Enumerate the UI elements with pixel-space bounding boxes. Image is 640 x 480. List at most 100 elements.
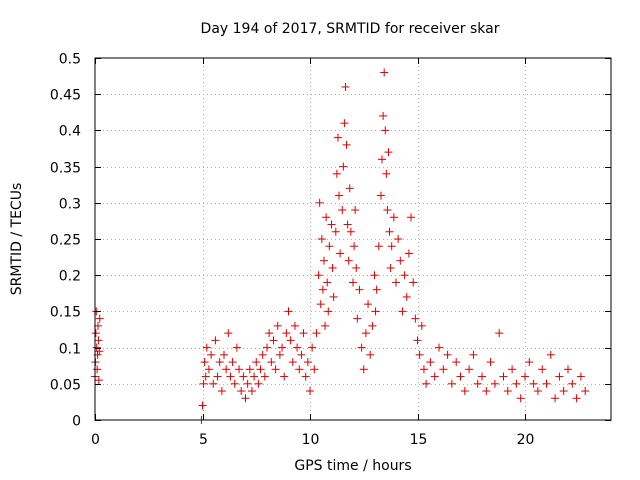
data-point — [278, 343, 287, 352]
y-tick-label: 0.25 — [50, 233, 81, 249]
data-point — [317, 235, 326, 243]
data-point — [301, 372, 310, 381]
data-point — [280, 372, 289, 381]
data-point — [529, 379, 538, 388]
data-point — [323, 278, 332, 287]
data-point — [271, 365, 280, 374]
chart-title: Day 194 of 2017, SRMTID for receiver ska… — [201, 21, 500, 37]
y-tick-label: 0.45 — [50, 88, 81, 104]
data-point — [398, 307, 407, 316]
data-point — [384, 148, 393, 157]
data-point — [394, 235, 403, 243]
data-point — [325, 242, 334, 251]
data-point — [346, 227, 355, 236]
data-point — [318, 285, 327, 294]
data-point — [546, 350, 555, 359]
data-point — [435, 343, 443, 352]
data-point — [422, 379, 431, 388]
data-point — [282, 329, 291, 338]
data-point — [380, 68, 389, 77]
data-point — [572, 394, 581, 403]
data-point — [439, 365, 448, 374]
x-tick-label: 10 — [302, 432, 320, 448]
data-point — [407, 213, 416, 222]
data-point — [378, 155, 387, 164]
data-point — [316, 300, 325, 309]
x-tick-label: 0 — [91, 432, 100, 448]
data-point — [95, 314, 104, 323]
data-point — [364, 300, 373, 309]
data-point — [267, 358, 276, 367]
data-point — [508, 365, 517, 374]
data-point — [202, 343, 211, 352]
data-point — [465, 365, 474, 374]
data-point — [382, 169, 391, 178]
data-point — [495, 329, 504, 338]
data-point — [220, 350, 228, 359]
data-point — [396, 256, 405, 265]
data-point — [198, 401, 207, 410]
data-point — [555, 372, 564, 381]
data-point — [456, 372, 465, 381]
data-points — [91, 68, 590, 424]
data-point — [239, 372, 248, 381]
data-point — [332, 169, 341, 178]
data-point — [386, 263, 395, 272]
data-point — [217, 387, 226, 396]
data-point — [333, 133, 342, 142]
data-point — [265, 329, 274, 338]
data-point — [297, 350, 306, 359]
data-point — [370, 271, 379, 280]
data-point — [199, 379, 208, 388]
data-point — [413, 336, 422, 345]
data-point — [344, 256, 353, 265]
data-point — [366, 350, 375, 359]
data-point — [250, 372, 259, 381]
data-point — [230, 379, 239, 388]
data-point — [201, 372, 210, 381]
data-point — [576, 372, 585, 381]
data-point — [352, 263, 361, 272]
data-point — [336, 249, 345, 258]
data-point — [256, 365, 265, 374]
data-point — [200, 358, 209, 367]
data-point — [443, 350, 452, 359]
data-point — [328, 263, 337, 272]
data-point — [381, 126, 390, 135]
data-point — [327, 220, 336, 229]
data-point — [211, 336, 220, 345]
data-point — [91, 329, 100, 338]
data-point — [341, 82, 350, 91]
data-point — [478, 372, 486, 381]
data-point — [402, 292, 411, 301]
data-point — [473, 379, 482, 388]
data-point — [94, 376, 103, 385]
data-point — [568, 379, 577, 388]
data-point — [581, 387, 590, 396]
data-point — [275, 350, 284, 359]
data-point — [486, 358, 495, 367]
data-point — [94, 336, 103, 345]
data-point — [308, 343, 317, 352]
data-point — [314, 271, 323, 280]
data-point — [452, 358, 461, 367]
data-point — [372, 285, 381, 294]
data-point — [312, 329, 321, 338]
data-point — [338, 206, 347, 215]
data-point — [392, 278, 400, 287]
grid-lines — [95, 58, 611, 420]
data-point — [374, 242, 383, 251]
data-point — [389, 213, 398, 222]
data-point — [400, 271, 409, 280]
data-point — [379, 111, 388, 120]
data-point — [350, 242, 359, 251]
data-point — [243, 379, 252, 388]
data-point — [411, 314, 420, 323]
axis-ticks: 0 0.05 0.1 0.15 0.2 0.25 0.3 0.35 0.4 0.45 0.5 0 5 10… — [50, 52, 611, 448]
data-point — [361, 329, 370, 338]
data-point — [228, 358, 237, 367]
data-point — [387, 242, 396, 251]
data-point — [290, 321, 299, 330]
y-tick-label: 0 — [72, 414, 81, 430]
data-point — [359, 365, 368, 374]
